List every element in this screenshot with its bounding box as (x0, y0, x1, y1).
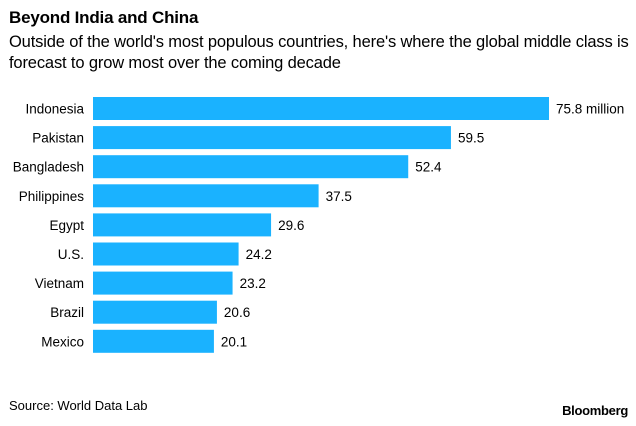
value-label: 29.6 (278, 218, 304, 233)
value-label: 75.8 million (556, 102, 624, 117)
category-label: Bangladesh (13, 160, 84, 175)
category-label: Philippines (19, 189, 85, 204)
value-label: 52.4 (415, 160, 442, 175)
value-label: 37.5 (326, 189, 352, 204)
bar (93, 300, 217, 324)
category-label: Vietnam (35, 276, 84, 291)
chart-title: Beyond India and China (9, 8, 199, 27)
bar (93, 271, 233, 295)
value-label: 24.2 (246, 247, 272, 262)
category-label: U.S. (58, 247, 84, 262)
category-label: Pakistan (32, 131, 84, 146)
bar (93, 213, 272, 237)
bar (93, 242, 239, 266)
source-note: Source: World Data Lab (9, 398, 148, 413)
bloomberg-logo: Bloomberg (562, 403, 628, 418)
bar (93, 126, 451, 150)
bar (93, 97, 549, 120)
category-label: Brazil (50, 305, 84, 320)
category-label: Indonesia (25, 102, 84, 117)
category-label: Egypt (49, 218, 84, 233)
value-label: 59.5 (458, 131, 484, 146)
category-label: Mexico (41, 334, 84, 349)
bar (93, 184, 319, 208)
chart-subtitle: Outside of the world's most populous cou… (9, 33, 629, 72)
bar-chart: Indonesia 75.8 million Pakistan 59.5 Banglad… (13, 97, 624, 353)
bar (93, 155, 409, 179)
bar (93, 329, 214, 353)
value-label: 20.1 (221, 334, 247, 349)
value-label: 20.6 (224, 305, 250, 320)
value-label: 23.2 (240, 276, 266, 291)
